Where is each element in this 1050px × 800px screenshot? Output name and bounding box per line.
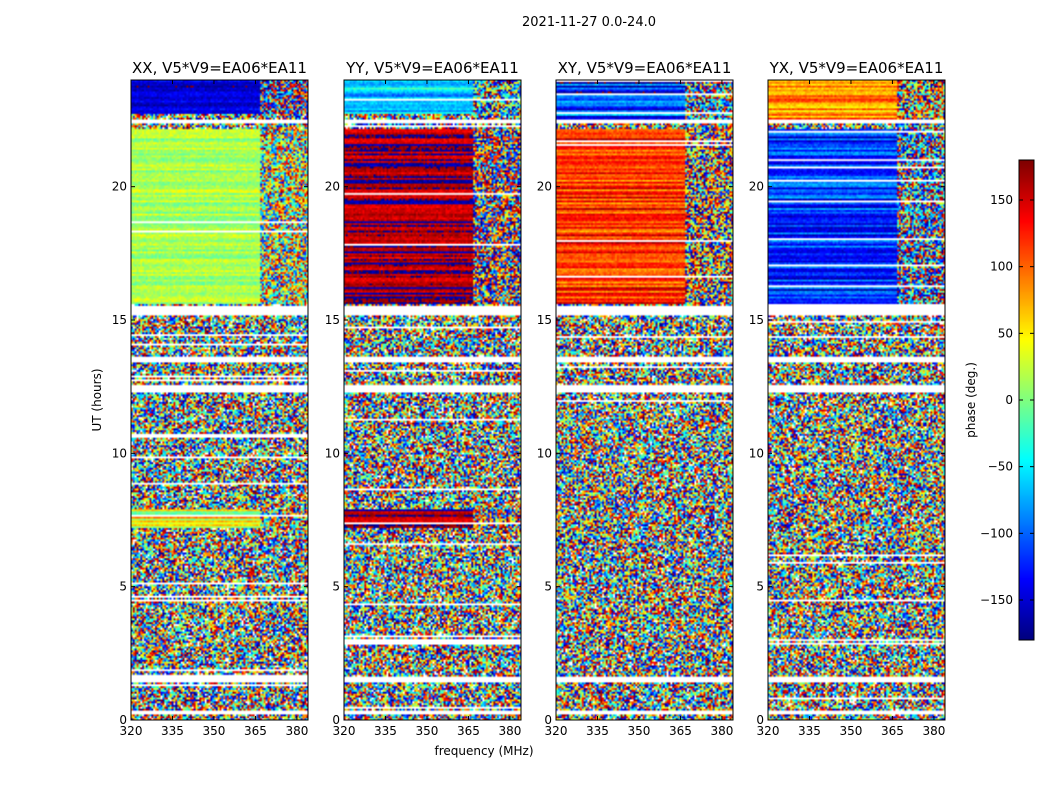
x-tick-label: 320	[757, 724, 780, 738]
x-tick-label: 380	[710, 724, 733, 738]
y-tick-label: 15	[112, 313, 127, 327]
colorbar-tick-label: −150	[980, 593, 1013, 607]
panel-xy: XY, V5*V9=EA06*EA11 320 335 350 365 380 0 5 10 15…	[537, 59, 734, 738]
x-tick-label: 350	[628, 724, 651, 738]
panel-xx: XX, V5*V9=EA06*EA11 320 335 350 365 380 0 5 10 15…	[112, 59, 309, 738]
heatmap-image-xx	[131, 80, 308, 720]
heatmap-image-yx	[768, 80, 945, 720]
x-tick-label: 335	[161, 724, 184, 738]
x-tick-label: 350	[840, 724, 863, 738]
panels: XX, V5*V9=EA06*EA11 320 335 350 365 380 0 5 10 15…	[112, 59, 946, 738]
y-tick-label: 20	[537, 180, 552, 194]
y-tick-label: 0	[119, 713, 127, 727]
x-tick-label: 335	[798, 724, 821, 738]
y-tick-label: 5	[332, 580, 340, 594]
y-tick-label: 20	[749, 180, 764, 194]
plot-frame	[130, 79, 309, 721]
x-tick-label: 320	[333, 724, 356, 738]
heatmap-image-xy	[556, 80, 733, 720]
colorbar-tick-label: 0	[1005, 393, 1013, 407]
colorbar-tick-label: 50	[998, 326, 1013, 340]
suptitle: 2021-11-27 0.0-24.0	[522, 15, 656, 30]
x-tick-label: 320	[545, 724, 568, 738]
x-tick-label: 365	[244, 724, 267, 738]
panel-title: XY, V5*V9=EA06*EA11	[558, 59, 732, 77]
y-tick-label: 15	[537, 313, 552, 327]
x-tick-label: 380	[498, 724, 521, 738]
y-axis-label: UT (hours)	[90, 368, 104, 431]
x-tick-label: 380	[285, 724, 308, 738]
colorbar-gradient	[1019, 160, 1034, 640]
y-tick-label: 20	[112, 180, 127, 194]
panel-yy: YY, V5*V9=EA06*EA11 320 335 350 365 380 0 5 10 15…	[325, 59, 522, 738]
y-tick-label: 10	[749, 446, 764, 460]
panel-title: XX, V5*V9=EA06*EA11	[132, 59, 307, 77]
colorbar: 150 100 50 0 −50 −100 −150	[980, 159, 1035, 641]
x-tick-label: 365	[669, 724, 692, 738]
colorbar-tick-label: −50	[988, 460, 1013, 474]
x-tick-label: 350	[203, 724, 226, 738]
x-tick-label: 350	[416, 724, 439, 738]
y-tick-label: 5	[544, 580, 552, 594]
y-tick-label: 0	[756, 713, 764, 727]
y-tick-label: 10	[112, 446, 127, 460]
y-tick-label: 5	[756, 580, 764, 594]
plot-frame	[555, 79, 734, 721]
plot-frame	[343, 79, 522, 721]
y-tick-label: 10	[537, 446, 552, 460]
y-tick-label: 0	[544, 713, 552, 727]
panel-title: YY, V5*V9=EA06*EA11	[345, 59, 519, 77]
colorbar-tick-label: 100	[990, 260, 1013, 274]
colorbar-label: phase (deg.)	[964, 362, 978, 438]
heatmap-image-yy	[344, 80, 521, 720]
plot-frame	[767, 79, 946, 721]
x-tick-label: 380	[922, 724, 945, 738]
y-tick-label: 15	[325, 313, 340, 327]
y-tick-label: 10	[325, 446, 340, 460]
colorbar-tick-label: −100	[980, 526, 1013, 540]
x-tick-label: 365	[457, 724, 480, 738]
x-tick-label: 335	[374, 724, 397, 738]
colorbar-tick-label: 150	[990, 193, 1013, 207]
x-tick-label: 365	[881, 724, 904, 738]
panel-title: YX, V5*V9=EA06*EA11	[769, 59, 944, 77]
panel-yx: YX, V5*V9=EA06*EA11 320 335 350 365 380 0 5 10 15…	[749, 59, 946, 738]
y-tick-label: 5	[119, 580, 127, 594]
x-axis-label: frequency (MHz)	[434, 744, 533, 758]
y-tick-label: 0	[332, 713, 340, 727]
x-tick-label: 320	[120, 724, 143, 738]
y-tick-label: 20	[325, 180, 340, 194]
x-tick-label: 335	[586, 724, 609, 738]
y-tick-label: 15	[749, 313, 764, 327]
